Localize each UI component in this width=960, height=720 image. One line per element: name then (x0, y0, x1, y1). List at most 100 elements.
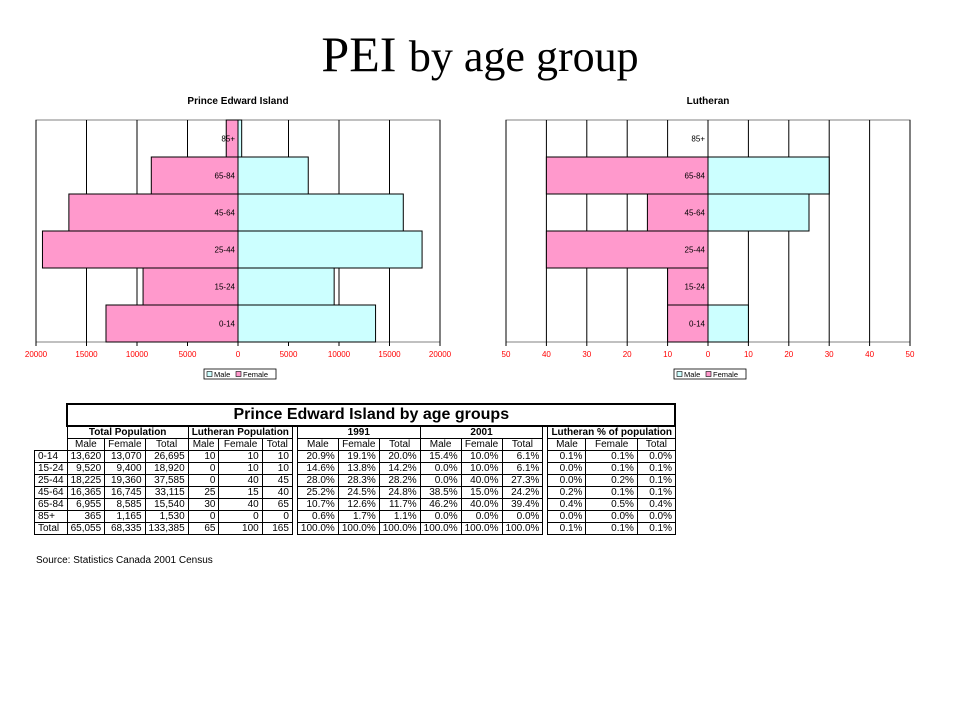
cell-1991: 19.1% (337, 450, 380, 463)
lutheran-bar-female-0-14 (667, 304, 709, 343)
table-row: 15-24 9,520 9,400 18,920 0 10 10 14.6% 13.8% 14.2… (34, 462, 676, 475)
cell-lutheran-population: 10 (218, 450, 263, 463)
cell-2001: 39.4% (501, 498, 544, 511)
cell-lutheran-population: 0 (187, 474, 220, 487)
lutheran-chart-title: Lutheran (687, 96, 730, 107)
cell-lutheran-population: 10 (187, 450, 220, 463)
cell-lutheran-pct: 0.0% (547, 474, 587, 487)
table-row: Total 65,055 68,335 133,385 65 100 165 100.0% 10… (34, 522, 676, 535)
pei-category-label: 65-84 (215, 172, 236, 181)
pei-legend: Male Female (203, 368, 277, 380)
column-gap (291, 510, 298, 523)
cell-lutheran-pct: 0.1% (585, 450, 638, 463)
cell-1991: 24.8% (378, 486, 421, 499)
group-header-total: Total Population (66, 425, 189, 439)
lutheran-category-label: 85+ (691, 135, 705, 144)
cell-total-population: 33,115 (144, 486, 189, 499)
cell-2001: 40.0% (460, 498, 503, 511)
cell-lutheran-pct: 0.4% (636, 498, 676, 511)
cell-total-population: 9,400 (104, 462, 146, 475)
group-header-1991: 1991 (296, 425, 421, 439)
cell-1991: 12.6% (337, 498, 380, 511)
pei-bar-male-85+ (237, 119, 243, 158)
cell-2001: 0.0% (419, 510, 462, 523)
pei-x-tick-label: 5000 (179, 350, 197, 359)
cell-2001: 27.3% (501, 474, 544, 487)
slide-title-main: PEI (321, 26, 409, 82)
table-row: 85+ 365 1,165 1,530 0 0 0 0.6% 1.7% 1.1% 0.0% 0.0% 0… (34, 510, 676, 523)
cell-total-population: 16,745 (104, 486, 146, 499)
row-label: 25-44 (34, 474, 68, 487)
pei-bar-female-65-84 (150, 156, 239, 195)
cell-2001: 38.5% (419, 486, 462, 499)
cell-lutheran-population: 65 (187, 522, 220, 535)
cell-2001: 0.0% (419, 474, 462, 487)
lutheran-category-label: 65-84 (685, 172, 706, 181)
lutheran-x-tick-label: 30 (582, 350, 591, 359)
cell-lutheran-pct: 0.1% (636, 462, 676, 475)
lutheran-legend-label-female: Female (713, 370, 738, 379)
cell-lutheran-population: 0 (218, 510, 263, 523)
lutheran-bar-female-15-24 (667, 267, 709, 306)
cell-lutheran-population: 0 (187, 510, 220, 523)
group-header-2001: 2001 (419, 425, 544, 439)
cell-2001: 24.2% (501, 486, 544, 499)
column-gap (291, 486, 298, 499)
lutheran-bar-female-45-64 (646, 193, 709, 232)
lutheran-category-label: 45-64 (685, 209, 706, 218)
cell-1991: 28.3% (337, 474, 380, 487)
pei-category-label: 0-14 (219, 320, 236, 329)
lutheran-legend-label-male: Male (684, 370, 700, 379)
cell-lutheran-pct: 0.0% (585, 510, 638, 523)
row-label: 45-64 (34, 486, 68, 499)
cell-lutheran-population: 100 (218, 522, 263, 535)
cell-2001: 100.0% (460, 522, 503, 535)
lutheran-category-label: 15-24 (685, 283, 706, 292)
cell-lutheran-pct: 0.1% (636, 474, 676, 487)
pyramid-chart-lutheran: Lutheran 50 40 30 20 10 0 10 20 30 40 50 0-14 15-24 25… (502, 96, 915, 380)
cell-2001: 10.0% (460, 462, 503, 475)
table-title: Prince Edward Island by age groups (66, 403, 677, 427)
pei-bar-male-45-64 (237, 193, 404, 232)
lutheran-x-tick-label: 50 (906, 350, 915, 359)
cell-lutheran-population: 0 (187, 462, 220, 475)
lutheran-x-tick-label: 10 (663, 350, 672, 359)
cell-1991: 28.2% (378, 474, 421, 487)
pei-x-tick-label: 20000 (429, 350, 452, 359)
cell-lutheran-population: 65 (261, 498, 293, 511)
lutheran-legend-swatch-female (705, 371, 712, 377)
row-label: 0-14 (34, 450, 68, 463)
cell-1991: 100.0% (378, 522, 421, 535)
column-header: Female (104, 438, 146, 451)
cell-total-population: 6,955 (66, 498, 106, 511)
lutheran-legend-swatch-male (676, 371, 683, 377)
slide-title: PEI by age group (0, 24, 960, 87)
cell-total-population: 13,620 (66, 450, 106, 463)
cell-lutheran-pct: 0.0% (547, 462, 587, 475)
lutheran-category-label: 25-44 (685, 246, 706, 255)
cell-total-population: 9,520 (66, 462, 106, 475)
cell-total-population: 18,225 (66, 474, 106, 487)
cell-total-population: 365 (66, 510, 106, 523)
cell-total-population: 18,920 (144, 462, 189, 475)
lutheran-x-tick-label: 20 (623, 350, 632, 359)
cell-lutheran-pct: 0.1% (547, 522, 587, 535)
lutheran-bar-male-0-14 (707, 304, 749, 343)
lutheran-x-tick-label: 40 (542, 350, 551, 359)
lutheran-category-label: 0-14 (689, 320, 706, 329)
pei-x-tick-label: 15000 (75, 350, 98, 359)
cell-1991: 1.7% (337, 510, 380, 523)
column-gap (291, 462, 298, 475)
column-header: Male (66, 438, 106, 451)
column-gap (291, 498, 298, 511)
cell-total-population: 13,070 (104, 450, 146, 463)
cell-lutheran-pct: 0.0% (547, 510, 587, 523)
cell-total-population: 1,165 (104, 510, 146, 523)
cell-total-population: 16,365 (66, 486, 106, 499)
column-header: Total (261, 438, 293, 451)
cell-2001: 15.0% (460, 486, 503, 499)
cell-1991: 13.8% (337, 462, 380, 475)
table-subheader-row: Male Female Total Male Female Total Male Female… (35, 438, 676, 451)
group-header-lutheran-pct: Lutheran % of population (547, 425, 676, 439)
column-header: Male (187, 438, 220, 451)
